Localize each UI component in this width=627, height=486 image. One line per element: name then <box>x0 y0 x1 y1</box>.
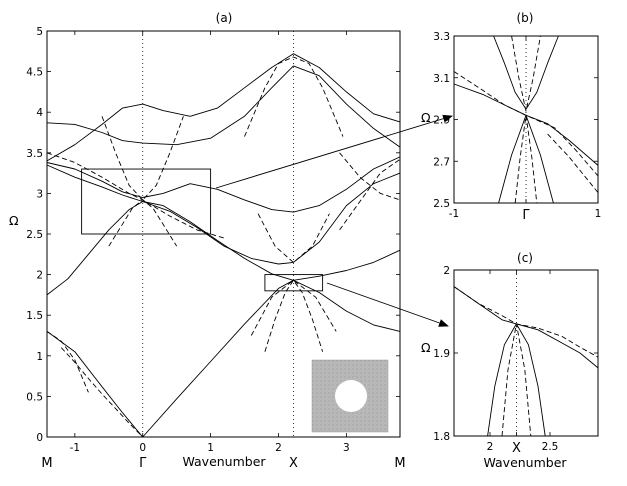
symmetry-point-label: X <box>289 456 298 471</box>
panel-b-title: (b) <box>517 11 534 25</box>
panel-a-title: (a) <box>216 11 233 25</box>
c-xtick-label: X <box>512 441 521 456</box>
panel-b-frame <box>453 35 599 204</box>
b-ytick-label: 2.7 <box>433 156 450 168</box>
panel-c-series <box>453 286 599 437</box>
b-ytick-label: 3.3 <box>433 31 450 43</box>
c-xtick-label: 2.5 <box>542 441 559 453</box>
a-xtick-label: 2 <box>275 442 282 454</box>
a-series-dashed-7 <box>60 347 144 438</box>
b-xtick-label: Γ <box>522 208 530 223</box>
a-series-dashed-8 <box>46 331 89 393</box>
panel-c-y-label: Ω <box>421 340 431 355</box>
b-series-dashed-5 <box>453 71 599 177</box>
a-ytick-label: 1 <box>36 351 43 363</box>
c-series-dashed-3 <box>453 286 599 358</box>
c-series-solid-1 <box>487 323 546 437</box>
a-ytick-label: 2.5 <box>26 229 43 241</box>
a-series-dashed-16 <box>339 152 401 201</box>
panel-c-x-label: Wavenumber <box>483 455 567 470</box>
a-xtick-label: 3 <box>343 442 350 454</box>
panel-b-ticks: 2.52.72.93.13.3-1 Γ 1 <box>433 31 601 223</box>
a-ytick-label: 4 <box>36 107 43 119</box>
b-series-dashed-6 <box>547 133 599 193</box>
a-series-dashed-9 <box>264 279 324 352</box>
unit-cell-inset <box>311 359 389 433</box>
panel-b: (b) Ω 2.52.72.93.13.3-1 Γ 1 <box>421 11 601 223</box>
panel-a-y-label: Ω <box>9 213 19 228</box>
zoom-arrow-c <box>326 282 449 327</box>
a-series-solid-0 <box>46 331 144 438</box>
a-series-solid-1 <box>142 279 401 438</box>
c-ytick-label: 2 <box>443 265 450 277</box>
panel-c: (c) Ω Wavenumber 1.8 1.9 2 2 X 2.5 <box>421 251 599 470</box>
a-ytick-label: 4.5 <box>26 67 43 79</box>
a-xtick-label: -1 <box>70 442 80 454</box>
zoom-arrow-b <box>215 114 453 189</box>
a-ytick-label: 5 <box>36 26 43 38</box>
a-series-dashed-17 <box>339 158 401 231</box>
a-series-dashed-13 <box>244 56 344 137</box>
a-series-solid-2 <box>46 201 401 296</box>
symmetry-point-label: M <box>394 456 405 471</box>
panel-a-ticks: 0 0.5 1 1.5 2 2.5 3 3.5 4 4.5 5 -1 0 1 2 3 <box>26 26 400 454</box>
a-ytick-label: 0 <box>36 432 43 444</box>
a-series-solid-4 <box>46 156 401 213</box>
panel-c-title: (c) <box>517 251 533 265</box>
a-series-dashed-15 <box>46 152 225 239</box>
zoom-box-c <box>264 274 324 292</box>
a-series-dashed-14 <box>257 213 330 263</box>
c-ytick-label: 1.9 <box>433 348 450 360</box>
panel-c-frame <box>453 269 599 437</box>
a-ytick-label: 0.5 <box>26 391 43 403</box>
unit-cell-hole <box>335 380 367 412</box>
zoom-box-b <box>81 168 212 235</box>
b-xtick-label: 1 <box>595 208 602 220</box>
panel-a-zoom-boxes <box>81 168 324 292</box>
a-ytick-label: 3.5 <box>26 148 43 160</box>
symmetry-point-label: M <box>41 456 52 471</box>
a-series-solid-6 <box>46 53 401 162</box>
a-series-dashed-10 <box>250 279 337 336</box>
panel-c-ticks: 1.8 1.9 2 2 X 2.5 <box>433 265 598 456</box>
a-ytick-label: 2 <box>36 270 43 282</box>
panel-b-series <box>453 35 599 204</box>
a-series-solid-3 <box>46 164 401 265</box>
panel-a: (a) Ω Wavenumber 0 0.5 1 1.5 2 2.5 3 3.5 4 4.5 5 -1… <box>9 11 406 471</box>
b-ytick-label: 3.1 <box>433 73 450 85</box>
panel-a-series <box>46 53 401 438</box>
c-xtick-label: 2 <box>487 441 494 453</box>
b-series-dashed-3 <box>511 35 541 112</box>
a-xtick-label: 1 <box>207 442 214 454</box>
zoom-connectors <box>215 114 453 327</box>
a-ytick-label: 3 <box>36 188 43 200</box>
symmetry-point-label: Γ <box>139 456 147 471</box>
c-ytick-label: 1.8 <box>433 431 450 443</box>
a-ytick-label: 1.5 <box>26 310 43 322</box>
c-series-solid-0 <box>453 286 599 369</box>
panel-b-y-label: Ω <box>421 110 431 125</box>
b-xtick-label: -1 <box>449 208 459 220</box>
a-xtick-label: 0 <box>139 442 146 454</box>
panel-a-x-label: Wavenumber <box>182 454 266 469</box>
b-ytick-label: 2.5 <box>433 198 450 210</box>
a-series-solid-5 <box>46 65 401 148</box>
